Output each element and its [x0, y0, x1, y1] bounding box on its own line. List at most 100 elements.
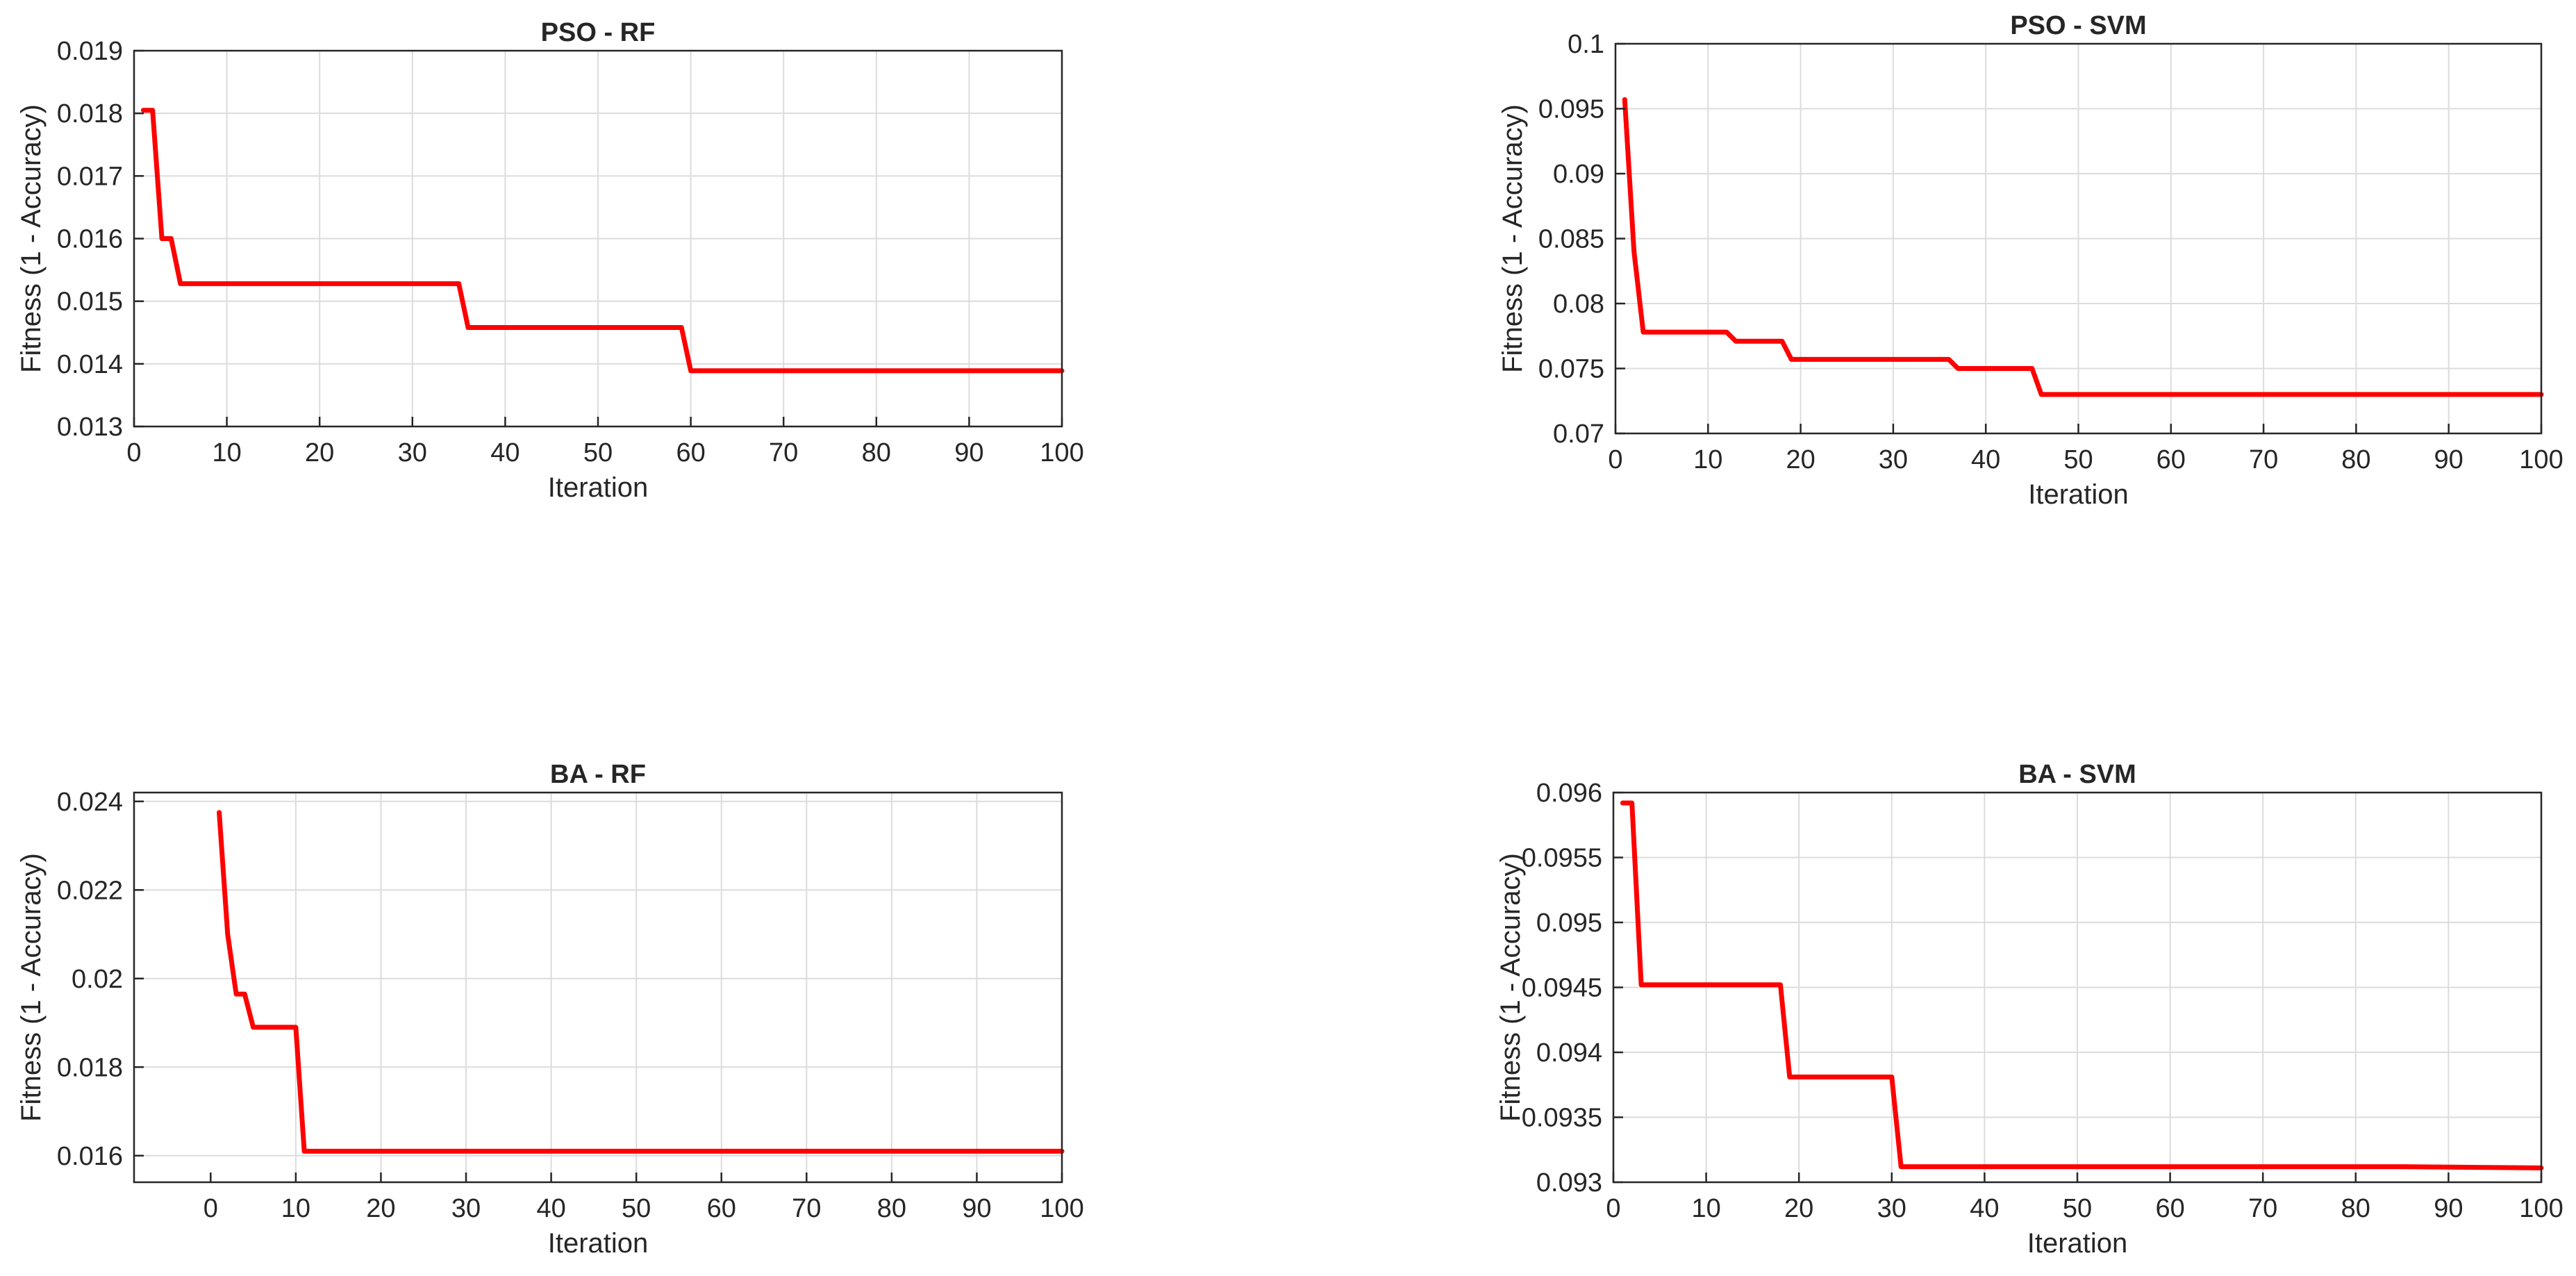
x-tick-label: 10: [1693, 445, 1722, 474]
chart-title: BA - RF: [550, 760, 646, 789]
x-tick-label: 0: [1608, 445, 1622, 474]
grid-lines: [1613, 792, 2542, 1183]
x-minor-tick-label: 0: [203, 1194, 218, 1223]
x-tick-label: 100: [2519, 1194, 2563, 1223]
x-tick-label: 30: [1877, 1194, 1906, 1223]
x-tick-label: 60: [2157, 445, 2186, 474]
x-tick-label: 10: [281, 1194, 310, 1223]
x-tick-label: 0: [126, 438, 141, 467]
series-layer: [217, 810, 1065, 1154]
y-tick-label: 0.095: [1536, 909, 1602, 938]
y-tick-label: 0.014: [57, 350, 123, 379]
x-tick-label: 70: [2248, 1194, 2277, 1223]
series-line: [217, 810, 1065, 1154]
grid-lines: [134, 793, 1063, 1182]
x-tick-label: 60: [676, 438, 705, 467]
x-tick-label: 70: [769, 438, 798, 467]
chart-ba-rf: 10 20 30 40 50 60 70 80 90 100 0 0.016 0.018 0.02 0.02…: [16, 760, 1084, 1259]
y-tick-label: 0.015: [57, 288, 123, 317]
y-tick-label: 0.0955: [1522, 844, 1602, 873]
y-tick-label: 0.07: [1553, 420, 1604, 449]
x-tick-label: 100: [1040, 1194, 1083, 1223]
x-tick-label: 100: [2519, 445, 2563, 474]
tick-layer: 0 10 20 30 40 50 60 70 80 90 100 0.07 0.075 0.08 0.085…: [1538, 30, 2563, 474]
chart-title: PSO - SVM: [2010, 11, 2146, 40]
x-axis-label: Iteration: [548, 472, 649, 503]
y-tick-label: 0.018: [57, 99, 123, 129]
series-layer: [1622, 97, 2544, 397]
chart-title: PSO - RF: [541, 18, 656, 47]
chart-title: BA - SVM: [2018, 760, 2136, 789]
x-tick-label: 50: [2063, 445, 2093, 474]
y-tick-label: 0.085: [1538, 225, 1604, 254]
x-tick-label: 40: [490, 438, 520, 467]
y-axis-label: Fitness (1 - Accuracy): [1497, 104, 1528, 373]
tick-layer: 0 10 20 30 40 50 60 70 80 90 100 0.013 0.014 0.015 0.0…: [57, 37, 1084, 467]
y-tick-label: 0.013: [57, 413, 123, 442]
chart-ba-svm: 0 10 20 30 40 50 60 70 80 90 100 0.093 0.0935 0.094 0.…: [1495, 760, 2563, 1259]
y-tick-label: 0.08: [1553, 290, 1604, 319]
x-tick-label: 20: [305, 438, 334, 467]
y-tick-label: 0.0945: [1522, 974, 1602, 1003]
x-tick-label: 30: [451, 1194, 481, 1223]
x-axis-label: Iteration: [2028, 479, 2129, 510]
y-tick-label: 0.0935: [1522, 1104, 1602, 1133]
x-tick-label: 90: [2434, 445, 2463, 474]
x-tick-label: 50: [583, 438, 613, 467]
x-tick-label: 20: [366, 1194, 395, 1223]
chart-pso-rf: 0 10 20 30 40 50 60 70 80 90 100 0.013 0.014 0.015 0.0…: [16, 18, 1084, 503]
x-tick-label: 80: [877, 1194, 906, 1223]
x-tick-label: 40: [536, 1194, 565, 1223]
series-layer: [1620, 800, 2544, 1170]
x-tick-label: 50: [2063, 1194, 2092, 1223]
series-line: [1620, 800, 2544, 1170]
x-tick-label: 80: [2341, 1194, 2370, 1223]
y-axis-label: Fitness (1 - Accuracy): [16, 104, 47, 373]
plot-frame: [133, 791, 1063, 1184]
y-tick-label: 0.017: [57, 162, 123, 191]
x-tick-label: 80: [862, 438, 891, 467]
x-tick-label: 80: [2341, 445, 2370, 474]
x-tick-label: 70: [2249, 445, 2278, 474]
series-line: [1622, 97, 2544, 397]
y-tick-label: 0.024: [57, 788, 123, 817]
y-tick-label: 0.016: [57, 225, 123, 254]
x-tick-label: 40: [1971, 445, 2000, 474]
x-tick-label: 70: [792, 1194, 821, 1223]
y-tick-label: 0.1: [1568, 30, 1604, 59]
x-tick-label: 90: [2434, 1194, 2463, 1223]
y-tick-label: 0.02: [72, 965, 123, 994]
x-tick-label: 100: [1040, 438, 1083, 467]
y-tick-label: 0.016: [57, 1142, 123, 1171]
x-tick-label: 30: [398, 438, 427, 467]
y-tick-label: 0.09: [1553, 160, 1604, 189]
x-tick-label: 90: [962, 1194, 991, 1223]
tick-layer: 10 20 30 40 50 60 70 80 90 100 0 0.016 0.018 0.02 0.02…: [57, 788, 1084, 1223]
y-axis-label: Fitness (1 - Accuracy): [16, 853, 47, 1122]
x-tick-label: 20: [1784, 1194, 1813, 1223]
x-tick-label: 20: [1786, 445, 1815, 474]
y-tick-label: 0.022: [57, 876, 123, 905]
x-tick-label: 50: [622, 1194, 651, 1223]
tick-layer: 0 10 20 30 40 50 60 70 80 90 100 0.093 0.0935 0.094 0.…: [1522, 779, 2563, 1223]
y-tick-label: 0.095: [1538, 95, 1604, 124]
x-axis-label: Iteration: [2027, 1228, 2128, 1259]
x-axis-label: Iteration: [548, 1228, 649, 1259]
series-layer: [140, 108, 1065, 374]
x-tick-label: 30: [1879, 445, 1908, 474]
x-tick-label: 40: [1970, 1194, 1999, 1223]
y-tick-label: 0.018: [57, 1053, 123, 1082]
series-line: [140, 108, 1065, 374]
x-tick-label: 10: [1691, 1194, 1720, 1223]
grid-lines: [1615, 43, 2542, 434]
y-tick-label: 0.096: [1536, 779, 1602, 808]
y-axis-label: Fitness (1 - Accuracy): [1495, 853, 1526, 1122]
y-tick-label: 0.075: [1538, 355, 1604, 384]
x-tick-label: 90: [954, 438, 983, 467]
chart-pso-svm: 0 10 20 30 40 50 60 70 80 90 100 0.07 0.075 0.08 0.085…: [1497, 11, 2563, 510]
y-tick-label: 0.093: [1536, 1168, 1602, 1198]
x-tick-label: 10: [212, 438, 241, 467]
x-tick-label: 60: [2155, 1194, 2184, 1223]
x-tick-label: 60: [707, 1194, 736, 1223]
